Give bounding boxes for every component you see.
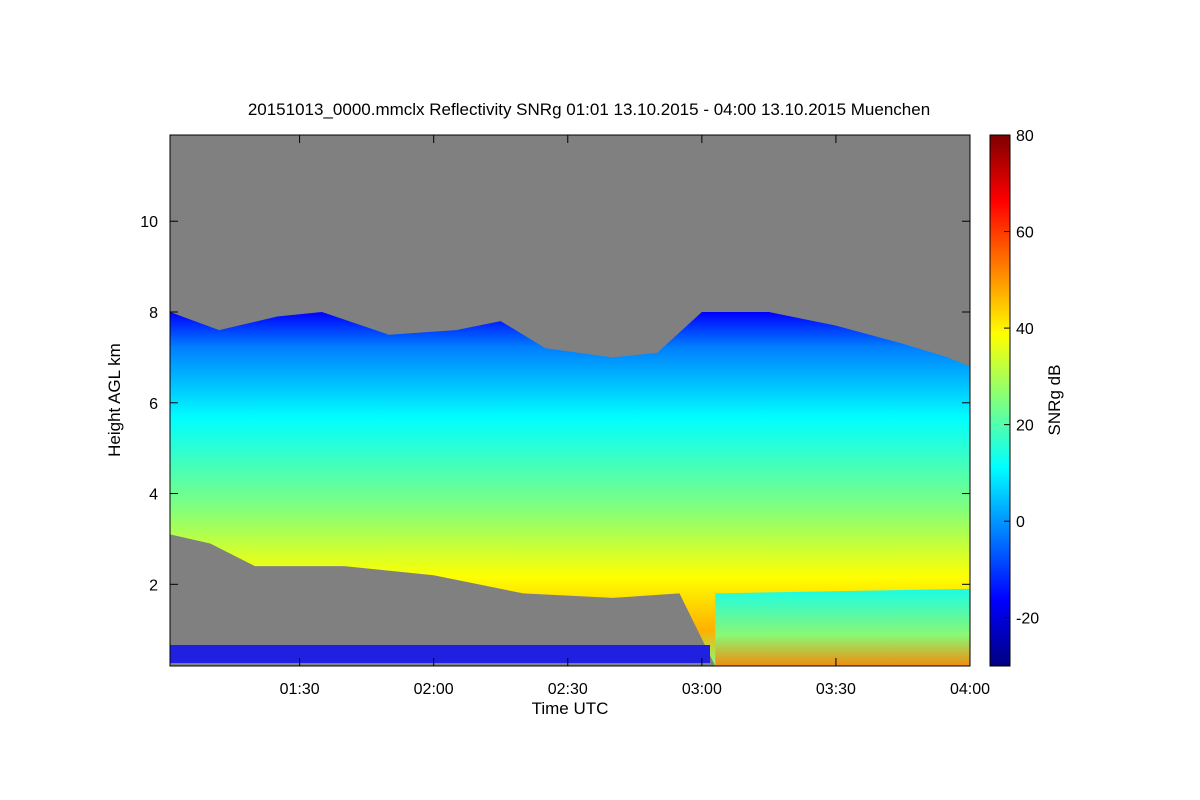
colorbar-tick-label: 80 <box>1016 128 1034 145</box>
x-tick-label: 03:00 <box>682 681 722 698</box>
colorbar-tick-label: 20 <box>1016 418 1034 435</box>
y-axis: 2 4 6 8 10 <box>140 214 970 594</box>
colorbar-tick-label: -20 <box>1016 611 1039 628</box>
x-tick-label: 04:00 <box>950 681 990 698</box>
x-axis-label: Time UTC <box>532 699 609 718</box>
low-precip-region <box>715 588 970 666</box>
y-tick-label: 2 <box>149 577 158 594</box>
y-tick-label: 6 <box>149 396 158 413</box>
x-tick-label: 01:30 <box>280 681 320 698</box>
y-tick-label: 4 <box>149 487 158 504</box>
plot-area <box>170 135 970 666</box>
colorbar-tick-label: 60 <box>1016 225 1034 242</box>
y-tick-label: 8 <box>149 305 158 322</box>
x-tick-label: 02:00 <box>414 681 454 698</box>
y-axis-label: Height AGL km <box>105 343 124 457</box>
colorbar-ticks: -20 0 20 40 60 80 <box>1004 128 1039 628</box>
x-tick-label: 03:30 <box>816 681 856 698</box>
colorbar-fill <box>989 134 1011 667</box>
colorbar-label: SNRg dB <box>1045 365 1064 436</box>
cloud-echo-region <box>170 312 970 666</box>
x-axis: 01:30 02:00 02:30 03:00 03:30 04:00 <box>280 135 990 698</box>
colorbar-tick-label: 40 <box>1016 321 1034 338</box>
chart-title: 20151013_0000.mmclx Reflectivity SNRg 01… <box>248 100 930 119</box>
colorbar: -20 0 20 40 60 80 SNRg dB <box>989 128 1064 667</box>
plot-frame <box>169 134 971 667</box>
colorbar-tick-label: 0 <box>1016 514 1025 531</box>
y-tick-label: 10 <box>140 214 158 231</box>
x-tick-label: 02:30 <box>548 681 588 698</box>
ground-clutter-band <box>170 645 710 663</box>
